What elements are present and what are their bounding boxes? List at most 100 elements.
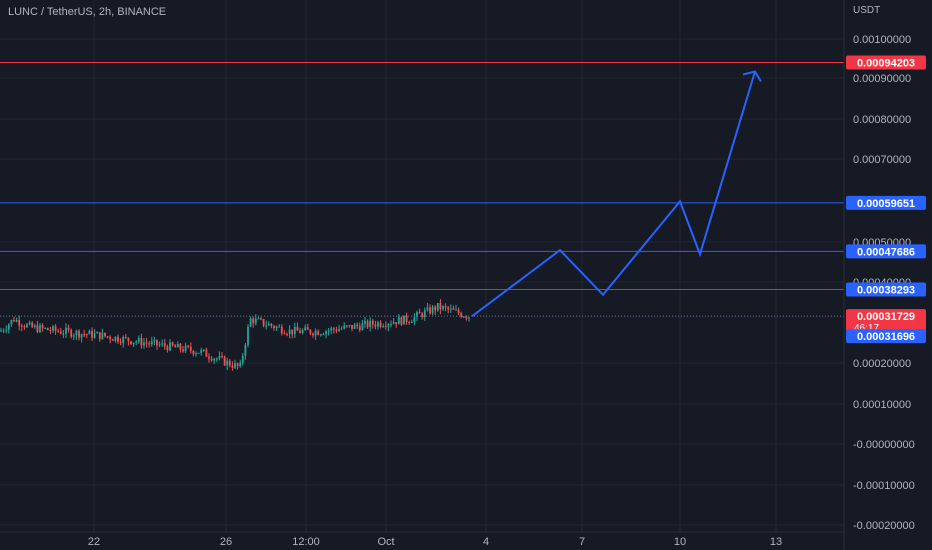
candle-body [457, 309, 460, 314]
candle-body [465, 316, 468, 319]
candle-body [343, 325, 346, 329]
candle-body [351, 325, 353, 329]
candle-body [338, 329, 340, 332]
candle-body [249, 318, 252, 327]
candle-body [150, 341, 153, 345]
candle-body [78, 330, 80, 338]
candle-body [257, 318, 260, 320]
candle-body [462, 316, 465, 318]
candle-body [228, 360, 231, 366]
prev-price-label: 0.00031696 [857, 331, 915, 343]
candle-body [340, 328, 343, 330]
level-price-badge [846, 244, 926, 259]
candle-body [429, 307, 431, 314]
candle-body [374, 324, 377, 327]
candle-body [182, 349, 184, 352]
bar-countdown-label: 46:17 [854, 323, 879, 334]
x-tick-label: 22 [88, 536, 100, 548]
candle-body [33, 325, 36, 328]
candle-body [434, 306, 437, 311]
candle-body [348, 325, 351, 327]
candle-body [444, 306, 447, 308]
candle-body [260, 318, 262, 320]
candle-body [197, 352, 200, 354]
candle-body [192, 350, 195, 355]
candle-body [46, 327, 49, 331]
candle-body [98, 332, 101, 340]
candle-body [49, 330, 52, 332]
candle-body [423, 310, 426, 318]
candle-body [413, 316, 416, 322]
candle-body [54, 326, 57, 331]
candle-body [75, 330, 78, 336]
candle-body [215, 358, 218, 360]
candle-body [236, 363, 239, 367]
candle-body [161, 343, 164, 345]
candle-body [41, 325, 44, 329]
y-tick-label: 0.00080000 [853, 114, 911, 126]
x-tick-label: 7 [579, 536, 585, 548]
candle-body [273, 325, 275, 329]
candle-body [93, 333, 96, 338]
candle-body [127, 337, 130, 342]
candle-body [379, 322, 382, 327]
candle-body [309, 329, 312, 334]
candle-body [239, 362, 242, 367]
candle-body [231, 365, 234, 368]
candle-body [296, 326, 299, 331]
projection-path[interactable] [471, 70, 762, 318]
candle-body [400, 317, 403, 325]
level-price-label: 0.00047686 [857, 246, 915, 258]
candle-body [83, 334, 86, 336]
candle-body [314, 331, 317, 336]
candle-body [106, 336, 109, 338]
candle-body [26, 324, 28, 328]
candle-body [283, 333, 286, 335]
projection-polyline[interactable] [471, 71, 756, 318]
candle-body [171, 342, 174, 346]
candle-body [325, 331, 327, 335]
candle-body [62, 333, 65, 335]
horizontal-levels[interactable] [0, 62, 844, 317]
candle-body [184, 345, 187, 352]
candle-body [371, 320, 374, 325]
projection-arrowhead [742, 70, 762, 82]
level-price-label: 0.00059651 [857, 198, 915, 210]
candle-body [226, 360, 229, 366]
candle-body [408, 322, 411, 324]
candle-body [364, 320, 366, 324]
candle-body [418, 312, 421, 314]
candle-body [301, 330, 304, 334]
candle-body [189, 346, 192, 351]
candle-body [210, 358, 213, 361]
candle-body [52, 326, 54, 331]
y-tick-label: -0.00010000 [853, 480, 915, 492]
candle-body [158, 344, 161, 346]
candle-body [44, 327, 47, 329]
candle-body [395, 322, 398, 325]
candle-body [208, 356, 210, 359]
candle-body [202, 349, 205, 351]
candle-body [213, 358, 216, 361]
candle-body [267, 323, 270, 326]
candle-body [299, 330, 301, 334]
candle-body [332, 328, 335, 330]
candle-body [36, 325, 39, 333]
candle-body [39, 325, 41, 333]
candle-body [452, 308, 455, 310]
candle-body [23, 326, 26, 328]
candle-body [140, 338, 143, 346]
candle-body [244, 344, 247, 356]
candle-body [403, 315, 405, 325]
candle-body [460, 313, 463, 317]
y-tick-label: -0.00020000 [853, 520, 915, 532]
time-axis[interactable]: 22 26 12:00 Oct 4 7 10 13 [88, 536, 782, 548]
candle-body [72, 335, 75, 337]
candle-body [286, 334, 288, 336]
candle-body [132, 342, 135, 345]
candle-body [130, 341, 132, 345]
candle-body [169, 342, 171, 351]
price-axis-labels: 0.00094203 0.00059651 0.00047686 0.00038293… [846, 55, 926, 344]
